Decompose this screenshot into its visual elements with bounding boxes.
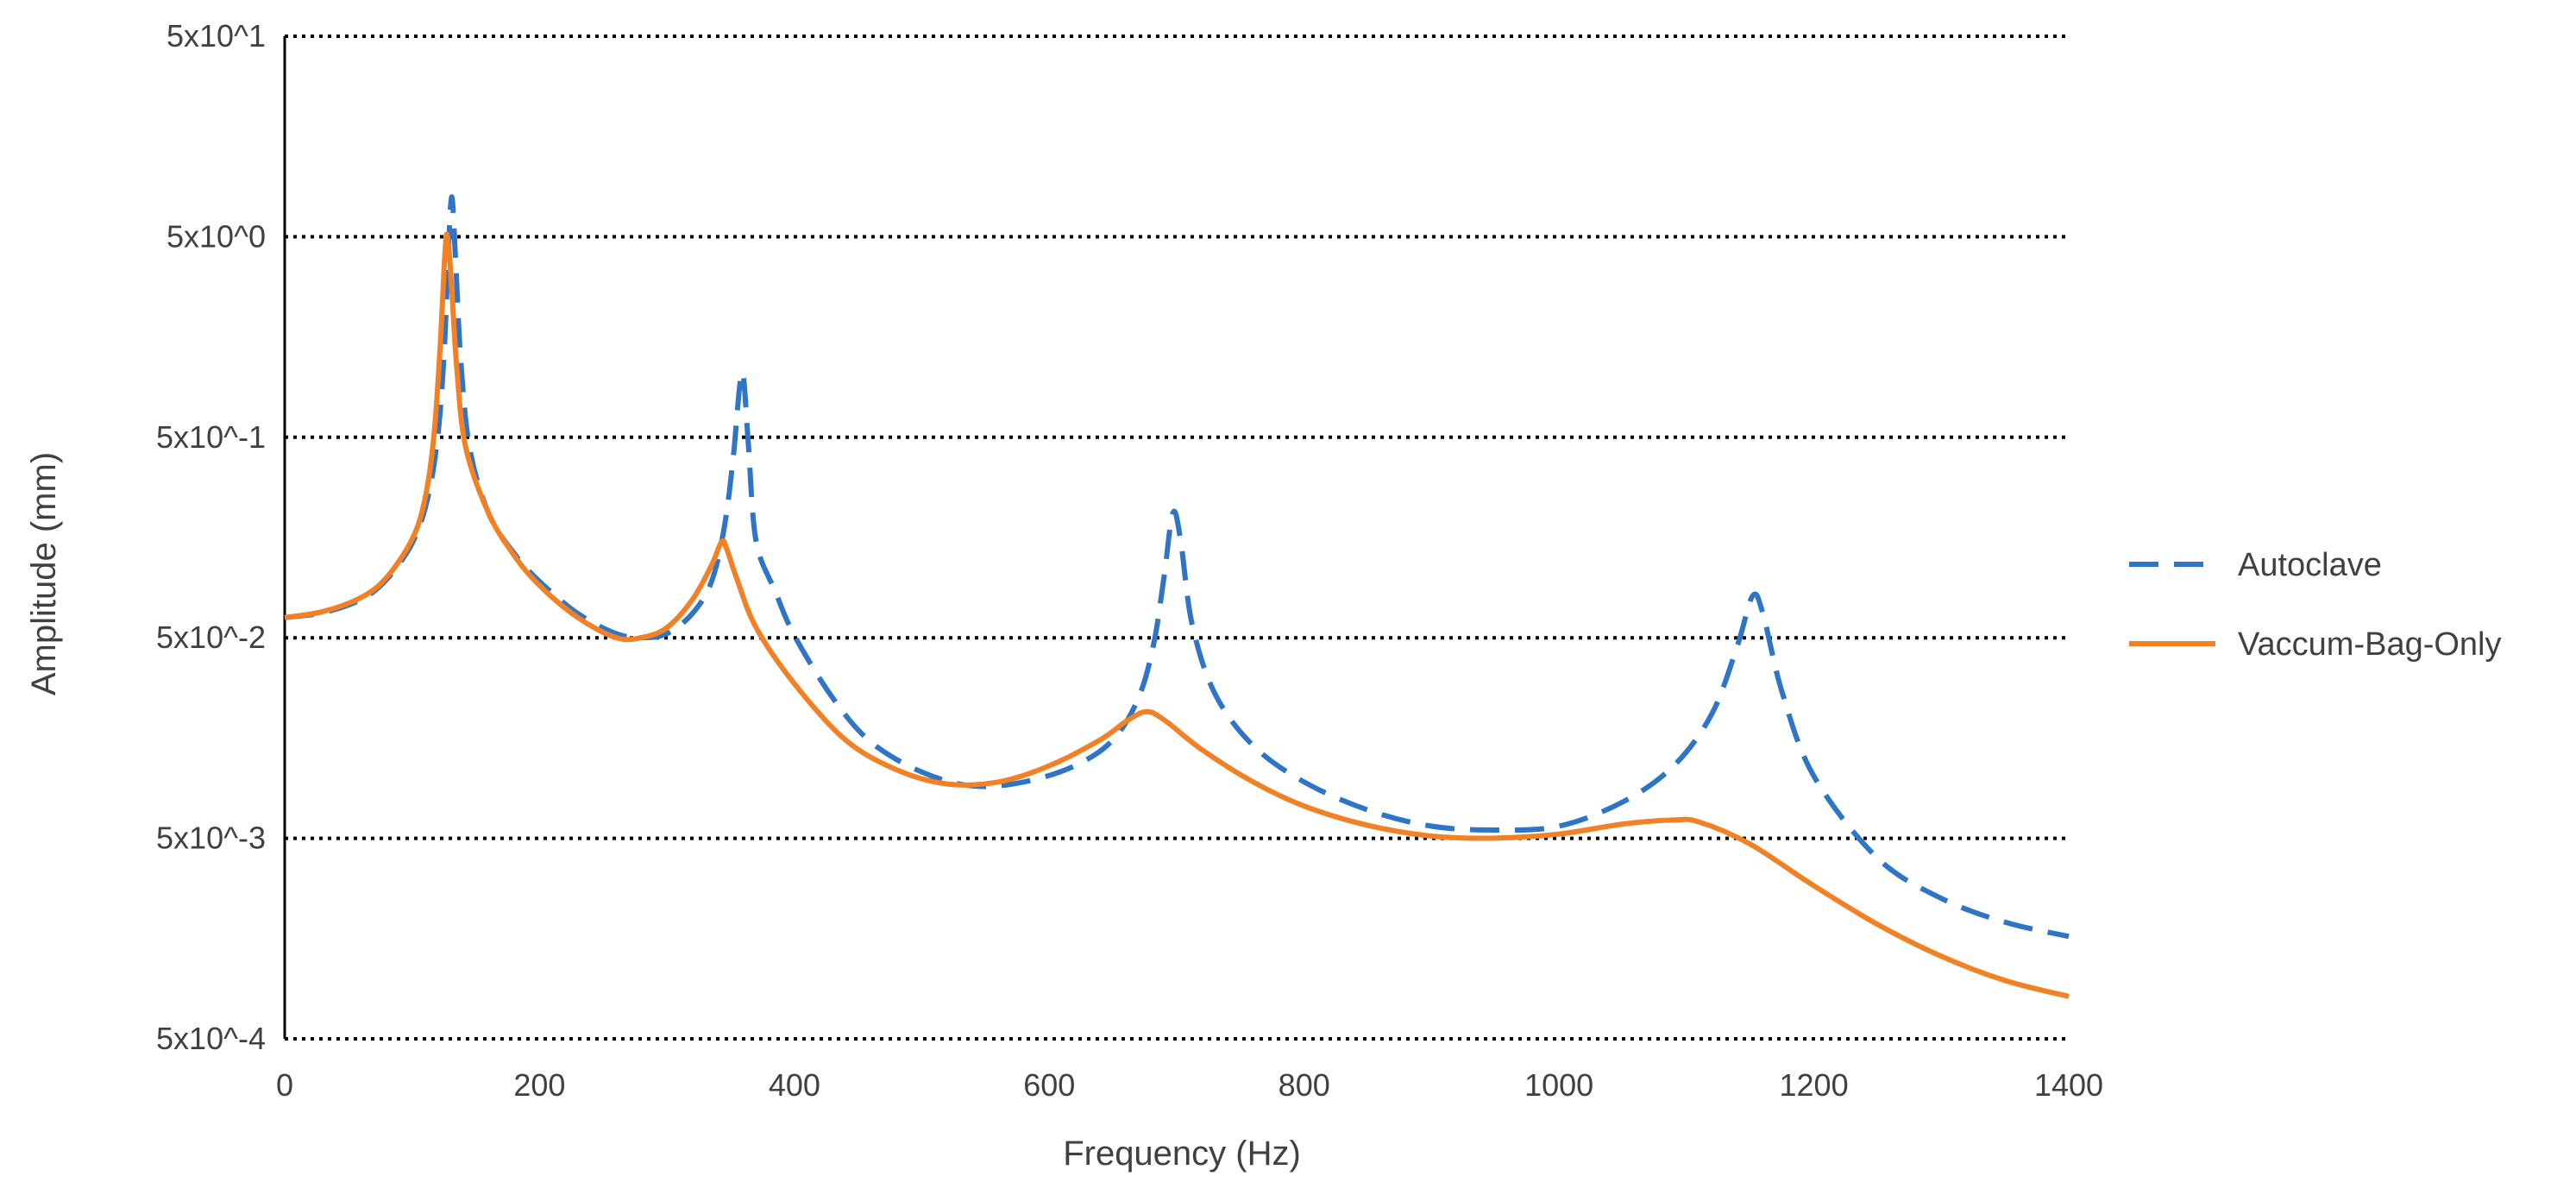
grid-lines xyxy=(285,35,2069,1041)
legend-label: Autoclave xyxy=(2238,547,2382,583)
legend: Autoclave Vaccum-Bag-Only xyxy=(2129,547,2502,663)
y-axis-title: Amplitude (mm) xyxy=(25,452,63,695)
x-tick-label: 1000 xyxy=(1524,1067,1593,1103)
data-series xyxy=(284,194,2070,999)
x-tick-label: 400 xyxy=(769,1067,820,1103)
x-tick-label: 200 xyxy=(513,1067,565,1103)
x-tick-label: 600 xyxy=(1023,1067,1075,1103)
y-tick-label: 5x10^1 xyxy=(166,18,266,53)
tick-labels: 5x10^-4 5x10^-3 5x10^-2 5x10^-1 5x10^0 5x10^1… xyxy=(156,18,2103,1103)
y-tick-label: 5x10^-2 xyxy=(156,620,266,655)
series-line-autoclave xyxy=(284,194,2070,940)
y-tick-label: 5x10^-1 xyxy=(156,419,266,455)
x-axis-title: Frequency (Hz) xyxy=(1063,1135,1301,1173)
series-line-vaccum-bag-only xyxy=(284,231,2070,999)
x-tick-label: 0 xyxy=(276,1067,293,1103)
y-tick-label: 5x10^-3 xyxy=(156,821,266,856)
x-tick-label: 1400 xyxy=(2034,1067,2103,1103)
legend-label: Vaccum-Bag-Only xyxy=(2238,626,2502,663)
x-tick-label: 1200 xyxy=(1780,1067,1849,1103)
x-tick-label: 800 xyxy=(1279,1067,1330,1103)
y-tick-label: 5x10^0 xyxy=(166,218,266,254)
y-tick-label: 5x10^-4 xyxy=(156,1021,266,1056)
